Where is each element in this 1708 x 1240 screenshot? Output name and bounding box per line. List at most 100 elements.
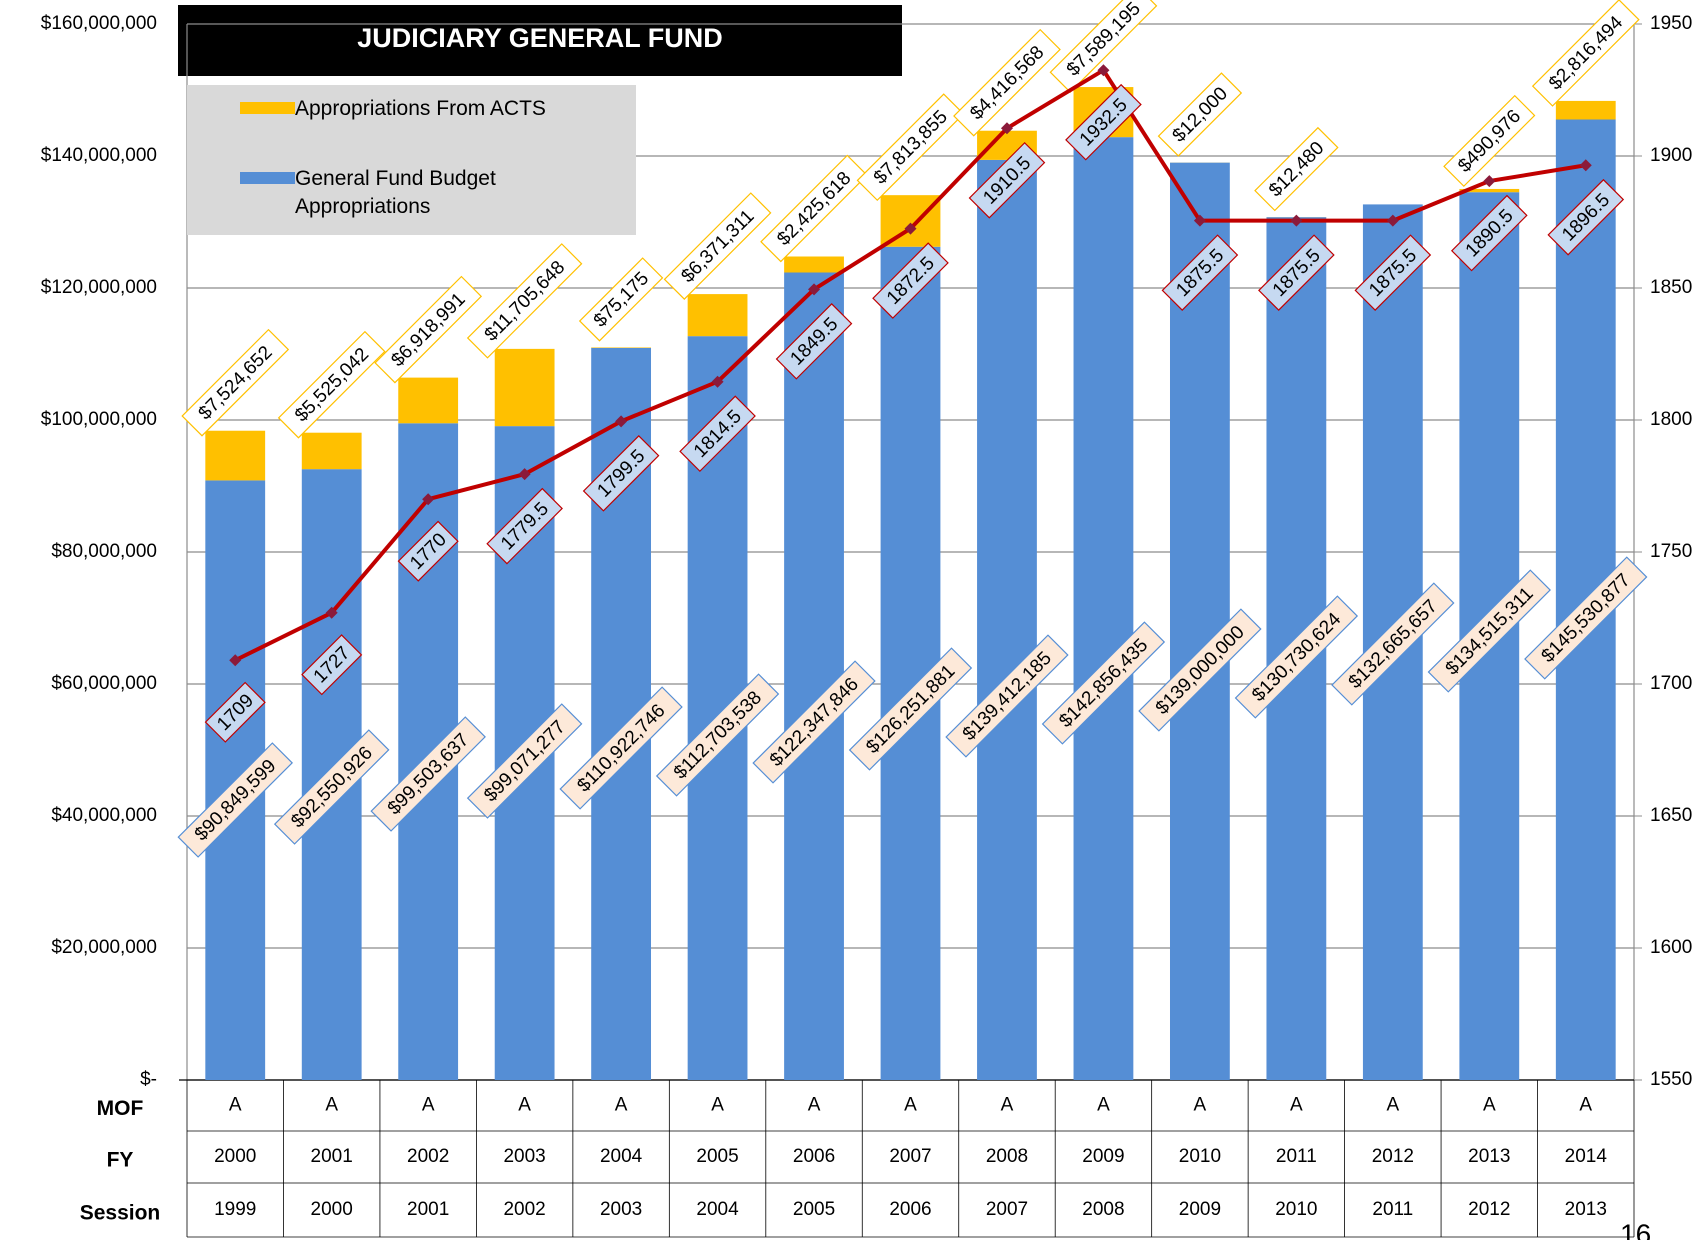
y2-tick-label: 1750 <box>1650 541 1692 562</box>
label-box <box>466 243 583 359</box>
label-box <box>277 330 386 439</box>
label-box <box>760 154 868 263</box>
bar <box>1073 137 1134 1080</box>
label-box <box>872 242 949 319</box>
bar <box>880 246 941 1081</box>
table-cell: A <box>1290 1095 1303 1116</box>
data-label: $2,425,618 <box>760 154 868 263</box>
data-label: $75,175 <box>578 257 664 342</box>
x-tick-label: 2013 <box>1468 1146 1510 1167</box>
y-tick-label: $80,000,000 <box>51 541 157 562</box>
x-tick-label: 2001 <box>311 1146 353 1167</box>
bar <box>784 256 844 273</box>
table-cell: A <box>229 1095 242 1116</box>
label-box <box>1161 234 1239 312</box>
table-cell: 1999 <box>214 1199 256 1220</box>
y2-tick-label: 1700 <box>1650 673 1692 694</box>
marker <box>422 493 435 506</box>
label-box <box>752 660 876 784</box>
x-tick-label: 2011 <box>1276 1146 1317 1167</box>
table-cell: A <box>325 1095 338 1116</box>
data-label: $11,705,648 <box>466 243 583 359</box>
marker <box>1097 64 1110 77</box>
x-tick-label: 2007 <box>889 1146 931 1167</box>
label-box <box>559 686 683 810</box>
marker <box>1386 214 1399 227</box>
row-label: FY <box>107 1149 134 1172</box>
y-tick-label: $160,000,000 <box>41 13 157 34</box>
x-tick-label: 2009 <box>1082 1146 1124 1167</box>
legend-item: Appropriations From ACTS <box>240 95 575 123</box>
table-cell: 2004 <box>696 1199 739 1220</box>
table-cell: 2000 <box>311 1199 353 1220</box>
y-tick-label: $140,000,000 <box>41 145 157 166</box>
table-cell: 2003 <box>600 1199 642 1220</box>
label-box <box>204 681 266 743</box>
x-tick-label: 2002 <box>407 1146 449 1167</box>
data-label-text: $12,480 <box>1265 138 1328 201</box>
bar <box>398 377 459 424</box>
y-tick-label: $20,000,000 <box>51 937 157 958</box>
table-cell: A <box>1194 1095 1207 1116</box>
legend: Appropriations From ACTS General Fund Bu… <box>187 85 636 235</box>
marker <box>904 222 917 235</box>
bar <box>977 159 1037 1080</box>
legend-item: General Fund Budget Appropriations <box>240 165 575 221</box>
label-box <box>273 729 390 845</box>
data-label-text: $5,525,042 <box>291 344 373 426</box>
legend-label: Appropriations From ACTS <box>295 97 546 120</box>
table-cell: A <box>422 1095 435 1116</box>
bar <box>687 294 748 337</box>
table-cell: 2006 <box>889 1199 931 1220</box>
label-box <box>1524 556 1648 680</box>
table-cell: A <box>1579 1095 1592 1116</box>
legend-swatch <box>240 172 295 184</box>
label-box <box>1234 595 1359 719</box>
y2-tick-label: 1900 <box>1650 145 1692 166</box>
bar <box>1169 162 1230 1081</box>
marker <box>615 415 628 428</box>
table-cell: 2012 <box>1468 1199 1510 1220</box>
x-tick-label: 2004 <box>600 1146 643 1167</box>
bar <box>784 272 844 1080</box>
data-label: $6,371,311 <box>663 192 772 300</box>
marker <box>229 654 242 667</box>
label-box <box>397 520 459 582</box>
label-box <box>968 141 1046 219</box>
label-box <box>848 647 973 771</box>
label-box <box>1065 83 1142 161</box>
table-cell: 2013 <box>1565 1199 1607 1220</box>
data-label: $7,813,855 <box>856 93 965 202</box>
data-label: $5,525,042 <box>277 330 386 439</box>
label-box <box>466 703 583 819</box>
table-cell: A <box>1001 1095 1014 1116</box>
label-box <box>1443 94 1536 188</box>
y2-tick-label: 1850 <box>1650 277 1692 298</box>
data-label: $4,416,568 <box>953 28 1061 137</box>
table-cell: 2009 <box>1179 1199 1221 1220</box>
y2-tick-label: 1600 <box>1650 937 1692 958</box>
label-box <box>945 634 1069 758</box>
data-label-text: $11,705,648 <box>481 257 570 346</box>
label-box <box>181 328 290 437</box>
label-box <box>1049 0 1158 93</box>
label-box <box>301 634 363 696</box>
chart-title: JUDICIARY GENERAL FUND <box>357 23 723 53</box>
x-tick-label: 2008 <box>986 1146 1028 1167</box>
bar <box>1555 100 1616 120</box>
bar <box>205 430 266 481</box>
data-label: $12,000 <box>1157 72 1243 157</box>
x-tick-label: 2006 <box>793 1146 835 1167</box>
data-label: $7,589,195 <box>1049 0 1158 93</box>
table-cell: A <box>1483 1095 1496 1116</box>
y-tick-label: $100,000,000 <box>41 409 157 430</box>
data-label-text: $75,175 <box>590 268 653 331</box>
title-box <box>178 5 902 76</box>
table-cell: 2011 <box>1372 1199 1413 1220</box>
marker <box>1193 214 1206 227</box>
label-box <box>1254 126 1339 212</box>
y2-tick-label: 1800 <box>1650 409 1692 430</box>
marker <box>325 606 338 619</box>
table-cell: 2007 <box>986 1199 1028 1220</box>
